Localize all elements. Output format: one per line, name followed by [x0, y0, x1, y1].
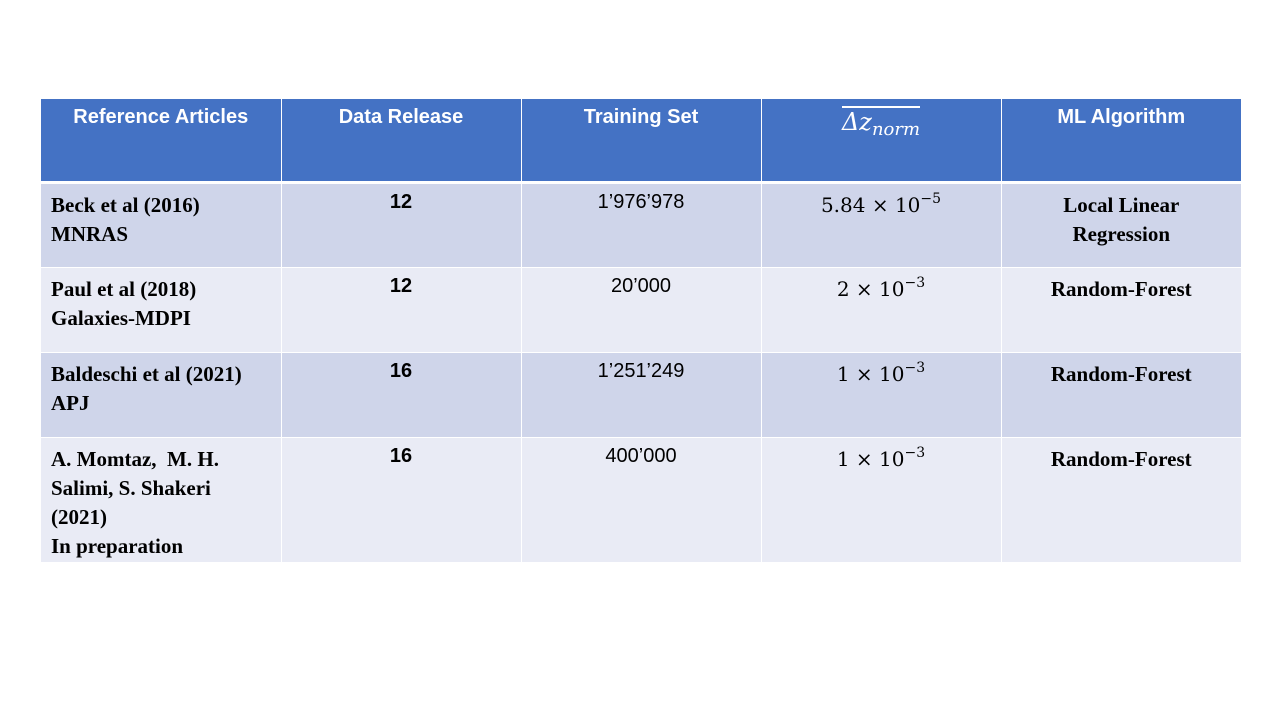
- header-row: Reference Articles Data Release Training…: [41, 99, 1241, 184]
- training-set-cell: 1’976’978: [521, 182, 762, 268]
- delta-z-cell: 5.84 × 10−5: [761, 182, 1002, 268]
- table-row: Paul et al (2018) Galaxies-MDPI 12 20’00…: [41, 267, 1241, 353]
- header-training-set: Training Set: [521, 99, 762, 184]
- data-release-cell: 16: [281, 437, 522, 563]
- header-delta-z-norm: Δznorm: [761, 99, 1002, 184]
- delta-z-cell: 2 × 10−3: [761, 267, 1002, 353]
- reference-cell: Beck et al (2016) MNRAS: [41, 182, 282, 268]
- data-release-cell: 12: [281, 267, 522, 353]
- header-ml-algorithm: ML Algorithm: [1001, 99, 1241, 184]
- table-row: Baldeschi et al (2021) APJ 16 1’251’249 …: [41, 352, 1241, 438]
- ml-algorithm-cell: Random-Forest: [1001, 437, 1241, 563]
- training-set-cell: 1’251’249: [521, 352, 762, 438]
- ml-algorithm-cell: Random-Forest: [1001, 352, 1241, 438]
- ml-algorithm-cell: Local Linear Regression: [1001, 182, 1241, 268]
- ml-algorithm-cell: Random-Forest: [1001, 267, 1241, 353]
- table-row: Beck et al (2016) MNRAS 12 1’976’978 5.8…: [41, 182, 1241, 268]
- table-row: A. Momtaz, M. H. Salimi, S. Shakeri (202…: [41, 437, 1241, 563]
- training-set-cell: 20’000: [521, 267, 762, 353]
- data-release-cell: 16: [281, 352, 522, 438]
- header-data-release: Data Release: [281, 99, 522, 184]
- delta-z-cell: 1 × 10−3: [761, 352, 1002, 438]
- training-set-cell: 400’000: [521, 437, 762, 563]
- delta-z-norm-symbol: Δznorm: [841, 106, 921, 143]
- header-reference-articles: Reference Articles: [41, 99, 282, 184]
- delta-z-cell: 1 × 10−3: [761, 437, 1002, 563]
- reference-cell: Paul et al (2018) Galaxies-MDPI: [41, 267, 282, 353]
- reference-cell: Baldeschi et al (2021) APJ: [41, 352, 282, 438]
- comparison-table: Reference Articles Data Release Training…: [41, 99, 1241, 563]
- reference-cell: A. Momtaz, M. H. Salimi, S. Shakeri (202…: [41, 437, 282, 563]
- data-release-cell: 12: [281, 182, 522, 268]
